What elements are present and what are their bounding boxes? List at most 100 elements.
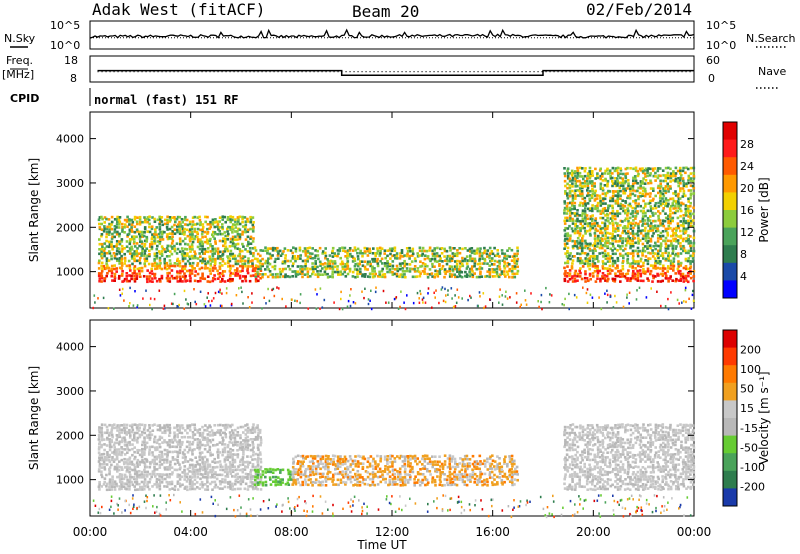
scatter-cell xyxy=(321,306,324,309)
echo-cell xyxy=(131,453,134,457)
echo-cell xyxy=(122,426,126,429)
echo-cell xyxy=(643,249,647,253)
echo-cell xyxy=(249,265,253,268)
echo-cell xyxy=(121,222,124,226)
echo-cell xyxy=(306,467,310,471)
echo-cell xyxy=(571,179,574,182)
scatter-cell xyxy=(395,296,398,299)
echo-cell xyxy=(318,273,322,276)
colorbar-segment xyxy=(723,157,737,176)
echo-cell xyxy=(128,473,132,477)
echo-cell xyxy=(110,245,113,248)
echo-cell xyxy=(155,455,159,459)
echo-cell xyxy=(606,236,610,240)
echo-cell xyxy=(356,272,359,276)
echo-cell xyxy=(110,433,114,437)
echo-cell xyxy=(98,453,102,456)
echo-cell xyxy=(681,239,685,243)
echo-cell xyxy=(224,475,227,478)
echo-cell xyxy=(574,174,577,178)
echo-cell xyxy=(573,192,577,195)
echo-cell xyxy=(458,269,462,273)
echo-cell xyxy=(674,232,677,235)
echo-cell xyxy=(687,251,690,255)
echo-cell xyxy=(179,466,182,469)
echo-cell xyxy=(160,267,164,271)
echo-cell xyxy=(421,262,425,265)
echo-cell xyxy=(465,267,469,270)
echo-cell xyxy=(481,262,485,265)
echo-cell xyxy=(299,475,303,479)
echo-cell xyxy=(588,199,592,202)
echo-cell xyxy=(681,177,685,180)
echo-cell xyxy=(183,247,187,251)
echo-cell xyxy=(644,234,648,238)
echo-cell xyxy=(148,465,152,469)
echo-cell xyxy=(158,256,162,260)
echo-cell xyxy=(125,433,128,436)
echo-cell xyxy=(361,274,364,278)
echo-cell xyxy=(178,232,182,235)
echo-cell xyxy=(246,443,250,447)
scatter-cell xyxy=(498,301,500,304)
echo-cell xyxy=(311,247,314,250)
echo-cell xyxy=(193,470,196,473)
echo-cell xyxy=(173,434,177,437)
echo-cell xyxy=(405,254,409,258)
echo-cell xyxy=(153,261,157,265)
echo-cell xyxy=(617,270,620,273)
echo-cell xyxy=(306,247,310,250)
echo-cell xyxy=(657,214,660,218)
echo-cell xyxy=(190,269,194,272)
echo-cell xyxy=(229,485,232,488)
echo-cell xyxy=(617,244,620,247)
echo-cell xyxy=(607,277,610,281)
echo-cell xyxy=(189,264,192,267)
echo-cell xyxy=(641,222,645,225)
echo-cell xyxy=(113,448,117,452)
echo-cell xyxy=(438,259,442,263)
echo-cell xyxy=(674,200,678,203)
scatter-cell xyxy=(346,305,349,308)
echo-cell xyxy=(604,209,607,212)
echo-cell xyxy=(229,240,233,244)
echo-cell xyxy=(631,256,635,260)
echo-cell xyxy=(196,431,200,434)
echo-cell xyxy=(690,221,693,225)
echo-cell xyxy=(648,201,652,205)
echo-cell xyxy=(590,194,594,197)
echo-cell xyxy=(438,272,442,275)
echo-cell xyxy=(292,468,296,471)
echo-cell xyxy=(506,270,509,273)
echo-cell xyxy=(516,246,519,250)
echo-cell xyxy=(344,250,347,253)
echo-cell xyxy=(576,236,580,240)
echo-cell xyxy=(692,174,696,178)
echo-cell xyxy=(644,259,647,262)
echo-cell xyxy=(664,204,667,207)
echo-cell xyxy=(112,460,116,463)
echo-cell xyxy=(110,439,113,442)
echo-cell xyxy=(672,234,675,237)
echo-cell xyxy=(251,240,255,243)
echo-cell xyxy=(173,262,177,265)
echo-cell xyxy=(241,470,245,474)
echo-cell xyxy=(631,232,635,235)
echo-cell xyxy=(156,438,159,442)
echo-cell xyxy=(115,240,119,243)
echo-cell xyxy=(578,204,581,207)
echo-cell xyxy=(254,465,257,469)
echo-cell xyxy=(166,466,169,469)
scatter-cell xyxy=(199,290,202,293)
power-ylabel: Slant Range [km] xyxy=(27,158,41,262)
echo-cell xyxy=(621,244,624,248)
scatter-cell xyxy=(136,304,139,307)
echo-cell xyxy=(143,468,146,472)
echo-cell xyxy=(455,267,459,271)
echo-cell xyxy=(229,451,232,454)
scatter-cell xyxy=(447,293,449,296)
echo-cell xyxy=(306,257,309,261)
echo-cell xyxy=(612,279,615,282)
echo-cell xyxy=(198,215,201,219)
echo-cell xyxy=(111,248,114,251)
